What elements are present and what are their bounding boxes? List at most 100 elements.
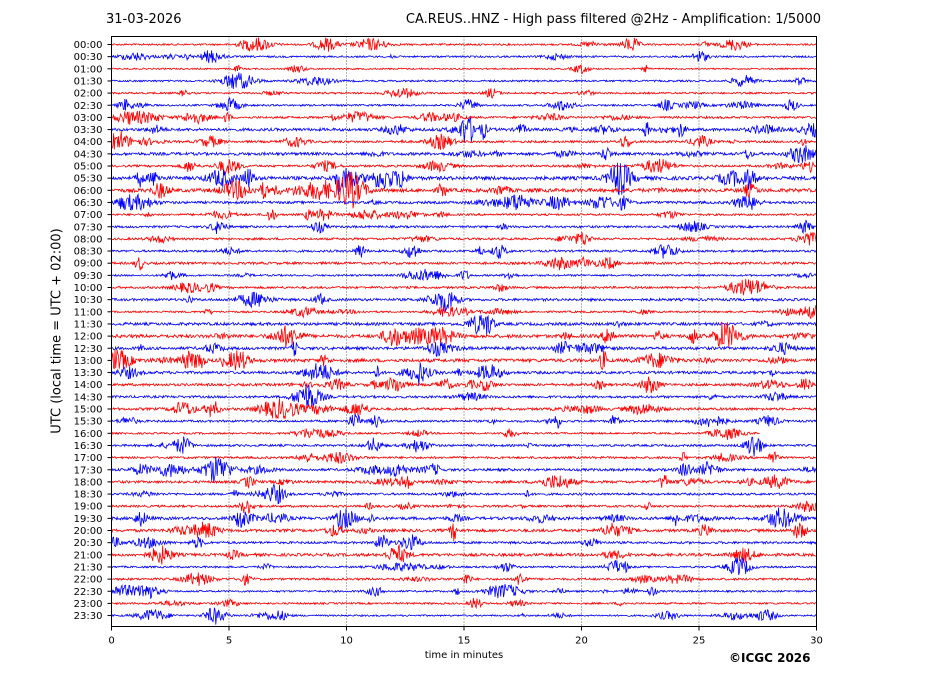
trace-row-1030 <box>111 291 817 313</box>
trace-row-0200 <box>111 87 817 99</box>
trace-row-0430 <box>111 145 817 163</box>
y-tick-label: 17:00 <box>74 453 103 464</box>
y-tick-label: 04:00 <box>74 137 103 148</box>
copyright-label: ©ICGC 2026 <box>729 651 811 665</box>
trace-row-1900 <box>111 500 817 514</box>
date-label: 31-03-2026 <box>106 12 182 27</box>
y-tick-label: 05:30 <box>74 174 103 185</box>
trace-row-1330 <box>111 362 817 387</box>
y-tick-label: 09:30 <box>74 271 103 282</box>
y-tick-label: 12:00 <box>74 332 103 343</box>
trace-row-2230 <box>111 583 817 600</box>
y-tick-label: 02:00 <box>74 89 103 100</box>
y-tick-label: 03:00 <box>74 113 103 124</box>
y-axis-label: UTC (local time = UTC + 02:00) <box>49 228 65 434</box>
y-tick-label: 19:00 <box>74 502 103 513</box>
y-tick-label: 08:30 <box>74 247 103 258</box>
x-tick-label: 0 <box>108 636 114 647</box>
x-tick-label: 15 <box>458 636 471 647</box>
y-tick-label: 15:30 <box>74 417 103 428</box>
y-tick-label: 19:30 <box>74 514 103 525</box>
trace-row-1200 <box>111 321 817 348</box>
y-tick-label: 22:00 <box>74 575 103 586</box>
x-tick-label: 30 <box>810 636 823 647</box>
y-tick-label: 16:00 <box>74 429 103 440</box>
trace-row-0930 <box>111 268 817 282</box>
trace-row-0600 <box>111 171 817 209</box>
y-tick-label: 20:00 <box>74 526 103 537</box>
y-tick-label: 11:00 <box>74 307 103 318</box>
trace-row-0900 <box>111 256 817 271</box>
y-tick-label: 01:30 <box>74 76 103 87</box>
y-tick-label: 10:00 <box>74 283 103 294</box>
y-tick-label: 20:30 <box>74 538 103 549</box>
trace-row-2100 <box>111 543 817 565</box>
trace-row-1100 <box>111 304 817 320</box>
y-tick-label: 08:00 <box>74 234 103 245</box>
trace-row-1530 <box>111 414 817 429</box>
y-tick-label: 05:00 <box>74 162 103 173</box>
x-axis-label: time in minutes <box>424 650 504 661</box>
trace-row-0230 <box>111 97 817 112</box>
trace-row-0700 <box>111 208 817 222</box>
trace-row-1430 <box>111 384 817 407</box>
trace-row-0730 <box>111 219 817 235</box>
y-tick-label: 00:00 <box>74 40 103 51</box>
trace-row-1000 <box>111 278 817 296</box>
y-tick-label: 03:30 <box>74 125 103 136</box>
x-tick-label: 5 <box>226 636 232 647</box>
y-tick-label: 07:00 <box>74 210 103 221</box>
y-tick-label: 11:30 <box>74 319 103 330</box>
y-tick-label: 22:30 <box>74 587 103 598</box>
trace-row-1730 <box>111 456 817 483</box>
trace-row-0830 <box>111 244 817 259</box>
trace-row-2330 <box>111 607 817 625</box>
trace-row-2130 <box>111 557 817 576</box>
trace-row-1800 <box>111 474 817 490</box>
trace-row-0030 <box>111 50 817 64</box>
y-tick-label: 01:00 <box>74 64 103 75</box>
trace-row-0300 <box>111 110 817 126</box>
trace-row-2200 <box>111 572 817 586</box>
trace-row-1930 <box>111 507 817 532</box>
y-tick-label: 09:00 <box>74 259 103 270</box>
y-tick-label: 13:00 <box>74 356 103 367</box>
seismic-traces <box>111 37 817 625</box>
trace-row-1230 <box>111 340 817 357</box>
trace-row-1600 <box>111 428 760 440</box>
y-tick-label: 02:30 <box>74 101 103 112</box>
y-tick-label: 17:30 <box>74 465 103 476</box>
y-tick-label: 15:00 <box>74 405 103 416</box>
trace-row-0530 <box>111 162 817 196</box>
x-tick-label: 25 <box>693 636 706 647</box>
y-tick-label: 12:30 <box>74 344 103 355</box>
x-ticks: 0 5 10 15 20 25 30 <box>108 626 823 647</box>
x-tick-label: 20 <box>575 636 588 647</box>
y-tick-label: 04:30 <box>74 149 103 160</box>
y-tick-label: 18:00 <box>74 477 103 488</box>
y-tick-label: 00:30 <box>74 52 103 63</box>
chart-title: CA.REUS..HNZ - High pass filtered @2Hz -… <box>405 12 821 27</box>
trace-row-1300 <box>111 349 817 371</box>
y-tick-label: 14:30 <box>74 392 103 403</box>
trace-row-1700 <box>111 451 817 464</box>
y-tick-label: 14:00 <box>74 380 103 391</box>
trace-row-0630 <box>111 193 817 212</box>
y-tick-label: 06:30 <box>74 198 103 209</box>
trace-row-2000 <box>111 521 817 542</box>
x-tick-label: 10 <box>340 636 353 647</box>
y-tick-label: 23:30 <box>74 611 103 622</box>
trace-row-1630 <box>111 436 817 457</box>
trace-row-1130 <box>111 314 817 336</box>
y-tick-label: 13:30 <box>74 368 103 379</box>
y-tick-label: 21:30 <box>74 562 103 573</box>
trace-row-2030 <box>111 534 817 551</box>
trace-row-0500 <box>111 158 817 175</box>
trace-row-2300 <box>111 597 817 610</box>
trace-row-1500 <box>111 398 817 420</box>
grid-lines <box>228 36 700 627</box>
trace-row-0330 <box>111 116 817 143</box>
y-tick-label: 07:30 <box>74 222 103 233</box>
y-tick-label: 18:30 <box>74 490 103 501</box>
